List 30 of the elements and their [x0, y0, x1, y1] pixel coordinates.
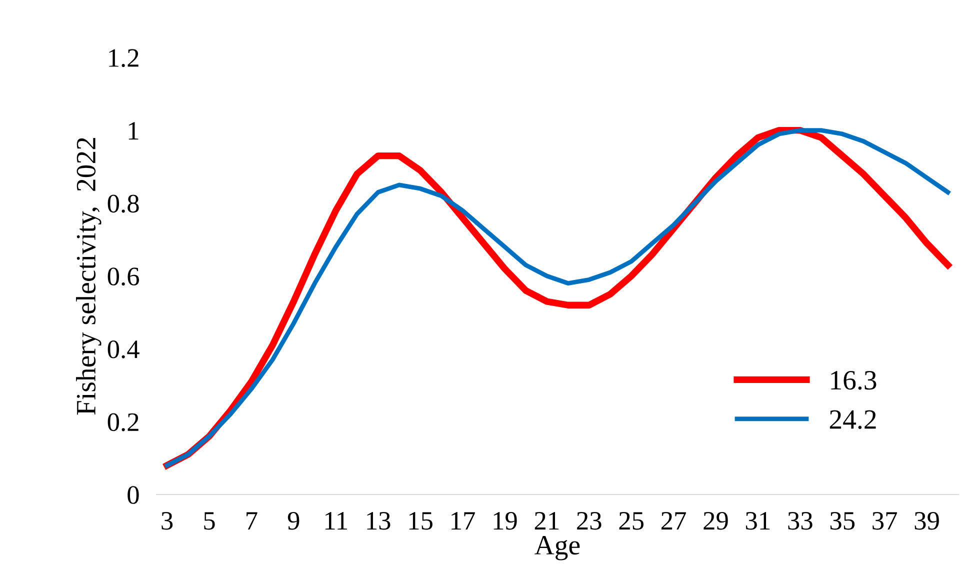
x-tick-label: 23 — [577, 512, 602, 530]
x-tick-label: 19 — [494, 512, 517, 530]
x-tick-label: 25 — [619, 512, 644, 530]
y-tick-label: 1 — [128, 122, 138, 140]
x-axis-title: Age — [534, 536, 580, 560]
x-tick-label: 3 — [162, 512, 173, 530]
x-tick-label: 33 — [788, 512, 812, 530]
x-tick-label: 7 — [246, 512, 258, 530]
x-tick-label: 21 — [534, 512, 559, 530]
y-tick-label: 0 — [128, 486, 139, 504]
legend-label: 16.3 — [831, 370, 876, 390]
y-axis-title: Fishery selectivity, 2022 — [76, 138, 102, 415]
x-tick-label: 5 — [204, 512, 215, 530]
x-tick-label: 39 — [914, 512, 939, 530]
legend-label: 24.2 — [830, 410, 876, 430]
y-tick-label: 0.8 — [108, 194, 139, 213]
x-tick-label: 27 — [661, 512, 686, 530]
x-tick-label: 31 — [746, 512, 770, 530]
x-tick-label: 35 — [830, 512, 855, 530]
y-tick-label: 0.2 — [108, 413, 138, 432]
y-tick-label: 0.4 — [108, 340, 140, 358]
x-tick-label: 11 — [325, 512, 347, 530]
x-tick-label: 37 — [872, 512, 898, 530]
y-tick-label: 1.2 — [109, 49, 138, 68]
x-tick-label: 29 — [704, 512, 728, 530]
x-tick-label: 17 — [452, 512, 475, 530]
y-tick-label: 0.6 — [108, 268, 140, 286]
x-tick-label: 13 — [367, 512, 390, 530]
x-tick-label: 15 — [409, 512, 432, 530]
x-tick-label: 9 — [288, 512, 300, 530]
